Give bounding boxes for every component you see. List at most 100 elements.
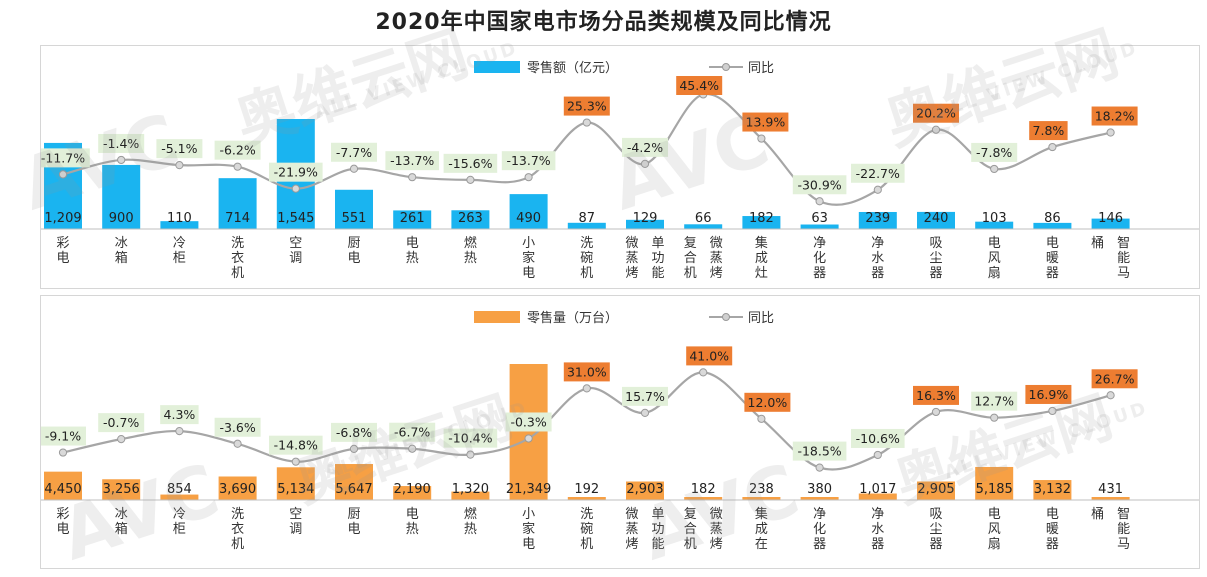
yoy-label: 26.7% — [1095, 371, 1135, 386]
yoy-label-box — [160, 405, 199, 425]
category-label: 净化器 — [813, 507, 826, 552]
yoy-label: 20.2% — [916, 106, 956, 121]
yoy-marker — [873, 185, 882, 194]
category-label: 复合机 — [684, 507, 697, 552]
yoy-label: 25.3% — [567, 99, 607, 114]
yoy-label: -10.6% — [856, 431, 900, 446]
yoy-label-box — [385, 151, 439, 171]
yoy-label-box — [156, 139, 203, 159]
yoy-label: 13.9% — [746, 115, 786, 130]
bar-value-label: 431 — [1098, 482, 1123, 497]
category-label: 智能马 — [1117, 507, 1130, 552]
category-label: 洗衣机 — [231, 236, 244, 281]
yoy-marker — [931, 125, 941, 134]
category-labels: 彩电冰箱冷柜洗衣机空调厨电电热燃热小家电洗碗机微蒸烤单功能复合机微蒸烤集成在净化… — [56, 506, 1130, 552]
bar — [218, 178, 257, 229]
bar-value-label: 263 — [458, 211, 483, 226]
category-label: 集成在 — [755, 506, 768, 552]
bar-value-label: 3,132 — [1034, 482, 1071, 497]
yoy-label-box — [1029, 121, 1068, 141]
yoy-label-box — [389, 422, 436, 442]
yoy-marker — [349, 444, 359, 453]
bar — [567, 222, 606, 229]
bar-value-label: 240 — [924, 211, 949, 226]
bar — [1091, 497, 1130, 500]
bar — [975, 466, 1014, 500]
yoy-label-box — [913, 385, 959, 405]
bar-value-label: 63 — [811, 211, 828, 226]
yoy-marker — [1106, 128, 1115, 137]
bar-value-label: 854 — [167, 482, 192, 497]
bar-value-label: 2,190 — [394, 482, 431, 497]
yoy-label-box — [676, 76, 723, 95]
yoy-label: -13.7% — [506, 153, 550, 168]
yoy-label-box — [269, 162, 323, 182]
legend: 零售量（万台） 同比 — [474, 310, 774, 326]
yoy-label-box — [686, 346, 733, 366]
yoy-marker — [640, 408, 650, 417]
bar — [858, 493, 897, 500]
yoy-marker — [757, 414, 766, 423]
category-label: 微蒸烤 — [710, 236, 723, 281]
bar — [102, 479, 141, 500]
bar-value-label: 5,134 — [277, 482, 314, 497]
yoy-label: 16.9% — [1029, 387, 1069, 402]
yoy-label-box — [913, 103, 959, 123]
category-labels: 彩电冰箱冷柜洗衣机空调厨电电热燃热小家电洗碗机微蒸烤单功能复合机微蒸烤集成灶净化… — [56, 235, 1130, 281]
yoy-marker — [175, 427, 184, 436]
bar-value-label: 900 — [109, 211, 134, 226]
yoy-label: -21.9% — [274, 165, 318, 180]
yoy-label-box — [443, 428, 498, 448]
yoy-label-box — [1091, 369, 1138, 389]
bar — [160, 221, 199, 229]
yoy-marker — [349, 164, 359, 173]
bar-value-label: 66 — [695, 211, 712, 226]
category-label: 电暖器 — [1046, 236, 1059, 281]
category-label: 净水器 — [871, 236, 884, 281]
category-label: 燃热 — [464, 235, 477, 266]
category-label: 厨电 — [347, 236, 360, 266]
yoy-markers — [58, 90, 1115, 206]
yoy-markers — [58, 368, 1115, 472]
yoy-marker — [815, 463, 824, 472]
category-label: 冰箱 — [115, 507, 128, 537]
yoy-marker — [117, 155, 126, 165]
yoy-label-box — [98, 133, 145, 153]
yoy-marker — [58, 448, 68, 457]
yoy-marker — [233, 162, 242, 171]
yoy-label-box — [792, 441, 847, 461]
bar — [335, 189, 373, 229]
yoy-label: -6.8% — [336, 425, 372, 440]
bar-value-label: 551 — [342, 211, 367, 226]
yoy-label: 7.8% — [1033, 123, 1065, 138]
yoy-label: -1.4% — [103, 136, 139, 151]
bar-value-label: 1,209 — [44, 211, 81, 226]
yoy-label: -30.9% — [797, 177, 841, 192]
yoy-marker — [582, 118, 591, 127]
yoy-label: -4.2% — [627, 140, 663, 155]
category-label: 净水器 — [871, 507, 884, 552]
yoy-label: -5.1% — [161, 141, 197, 156]
bar-value-label: 192 — [574, 482, 599, 497]
yoy-label-box — [214, 417, 261, 437]
yoy-label-box — [501, 151, 556, 171]
category-label: 小家电 — [522, 507, 535, 552]
bar — [1091, 218, 1130, 229]
category-label: 吸尘器 — [929, 236, 942, 281]
yoy-label: -14.8% — [274, 438, 318, 453]
yoy-marker — [291, 184, 300, 193]
bar-value-label: 380 — [807, 482, 832, 497]
category-label: 厨电 — [347, 507, 360, 537]
legend-bar-swatch — [474, 311, 520, 323]
yoy-marker — [815, 197, 824, 206]
category-label: 电热 — [406, 236, 419, 266]
legend-bar-label: 零售额（亿元） — [527, 60, 618, 76]
category-label: 桶 — [1091, 236, 1104, 251]
yoy-label-box — [1091, 106, 1138, 126]
yoy-label-box — [851, 428, 905, 448]
yoy-marker — [233, 439, 242, 448]
bar-value-label: 3,256 — [103, 482, 140, 497]
bar — [684, 497, 723, 500]
category-label: 智能马 — [1117, 236, 1130, 281]
bar — [509, 194, 548, 229]
